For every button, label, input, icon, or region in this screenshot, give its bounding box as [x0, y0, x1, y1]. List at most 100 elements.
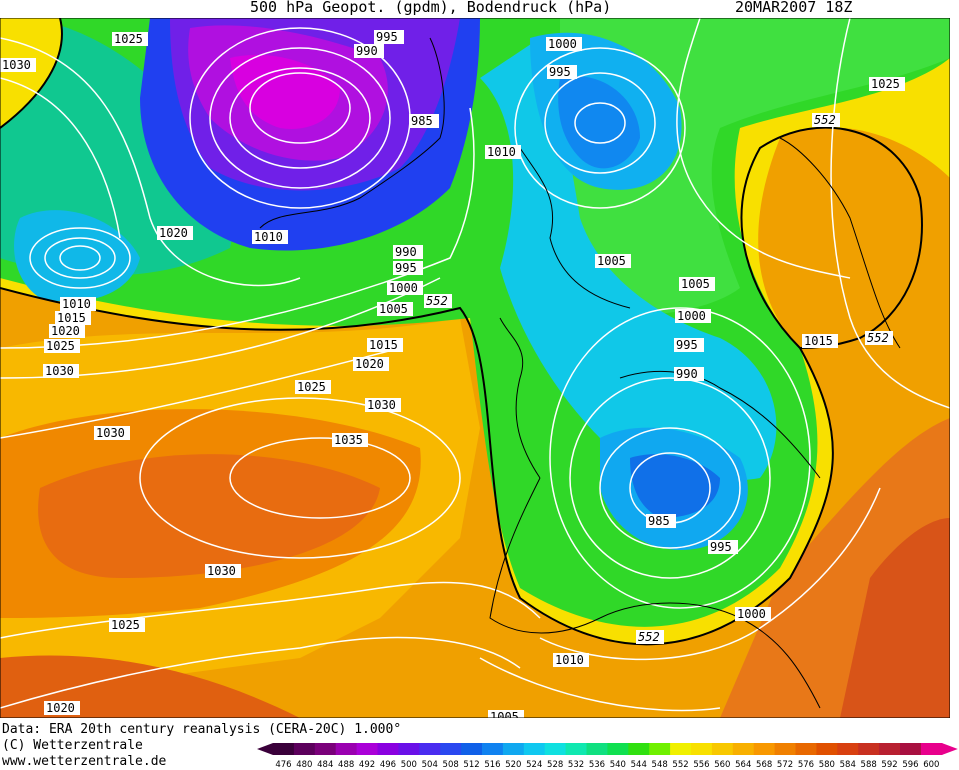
legend-swatch	[670, 743, 692, 755]
legend-tick-label: 568	[756, 760, 772, 770]
legend-swatch	[795, 743, 817, 755]
isobar-label: 1020	[157, 226, 193, 240]
isobar-label: 1005	[488, 710, 524, 718]
svg-text:990: 990	[676, 367, 698, 381]
legend-tick-label: 552	[672, 760, 688, 770]
isobar-label: 1035	[332, 433, 368, 447]
svg-text:1005: 1005	[379, 302, 408, 316]
legend-tick-label: 528	[547, 760, 563, 770]
svg-text:1005: 1005	[490, 710, 519, 718]
isobar-label: 990	[354, 44, 384, 58]
contour-552	[0, 18, 923, 646]
legend-tick-label: 476	[275, 760, 291, 770]
legend-tick-label: 496	[380, 760, 396, 770]
legend-tick-label: 564	[735, 760, 751, 770]
svg-text:1010: 1010	[62, 297, 91, 311]
svg-text:995: 995	[395, 261, 417, 275]
svg-text:1035: 1035	[334, 433, 363, 447]
isobar-label: 1030	[205, 564, 241, 578]
isobar-label: 990	[393, 245, 423, 259]
svg-text:1015: 1015	[369, 338, 398, 352]
svg-text:990: 990	[356, 44, 378, 58]
svg-text:1020: 1020	[355, 357, 384, 371]
isobar-label: 985	[646, 514, 676, 528]
isobars	[0, 18, 950, 712]
legend-swatch	[628, 743, 650, 755]
isobar-label: 1010	[485, 145, 521, 159]
legend-tick-label: 536	[589, 760, 605, 770]
isobar-label: 1000	[675, 309, 711, 323]
footer: Data: ERA 20th century reanalysis (CERA-…	[0, 720, 959, 770]
legend-swatch	[440, 743, 462, 755]
isobar-label: 1030	[0, 58, 36, 72]
legend-swatch	[691, 743, 713, 755]
svg-text:1020: 1020	[159, 226, 188, 240]
isobar-label: 1015	[55, 311, 91, 325]
legend-tick-label: 508	[443, 760, 459, 770]
legend-swatch	[649, 743, 671, 755]
legend-swatch	[900, 743, 922, 755]
legend-swatch	[879, 743, 901, 755]
isobar-label: 1005	[679, 277, 715, 291]
isobar-label: 1030	[94, 426, 130, 440]
legend-swatch	[774, 743, 796, 755]
legend-swatch	[273, 743, 295, 755]
legend-tick-label: 480	[296, 760, 312, 770]
legend-tick-label: 544	[631, 760, 647, 770]
isobar-label: 1005	[595, 254, 631, 268]
svg-text:1025: 1025	[111, 618, 140, 632]
isobar-label: 990	[674, 367, 704, 381]
isobar-label: 995	[393, 261, 423, 275]
svg-text:1025: 1025	[297, 380, 326, 394]
svg-text:985: 985	[411, 114, 433, 128]
isobar-label: 1025	[295, 380, 331, 394]
legend-tick-label: 592	[881, 760, 897, 770]
legend-tick-label: 520	[505, 760, 521, 770]
svg-text:1010: 1010	[487, 145, 516, 159]
legend-tick-label: 488	[338, 760, 354, 770]
svg-text:1000: 1000	[389, 281, 418, 295]
chart-header: 500 hPa Geopot. (gpdm), Bodendruck (hPa)…	[0, 0, 959, 18]
isobar-label: 1020	[44, 701, 80, 715]
isobar-label: 1020	[353, 357, 389, 371]
legend-tick-label: 512	[463, 760, 479, 770]
legend-swatch	[920, 743, 943, 755]
isobar-label: 1010	[252, 230, 288, 244]
svg-text:1030: 1030	[96, 426, 125, 440]
website-link[interactable]: www.wetterzentrale.de	[2, 754, 167, 769]
isobar-label: 1015	[802, 334, 838, 348]
legend-arrow-right	[941, 743, 958, 755]
legend-tick-label: 540	[610, 760, 626, 770]
svg-text:1030: 1030	[207, 564, 236, 578]
legend-tick-label: 492	[359, 760, 375, 770]
legend-swatch	[523, 743, 546, 755]
svg-text:995: 995	[710, 540, 732, 554]
svg-text:1005: 1005	[681, 277, 710, 291]
svg-text:995: 995	[376, 30, 398, 44]
legend-swatch	[398, 743, 420, 755]
svg-text:995: 995	[676, 338, 698, 352]
legend-swatch	[335, 743, 358, 755]
svg-text:1020: 1020	[51, 324, 80, 338]
legend-swatch	[753, 743, 776, 755]
legend-tick-label: 500	[401, 760, 417, 770]
legend-tick-label: 548	[652, 760, 668, 770]
isobar-label: 1010	[60, 297, 96, 311]
copyright-text: (C) Wetterzentrale	[2, 738, 143, 753]
svg-text:1000: 1000	[737, 607, 766, 621]
geopotential-labels: 552 552 552 552	[424, 113, 893, 644]
svg-text:552: 552	[638, 630, 660, 644]
isobar-label: 995	[374, 30, 404, 44]
legend-swatch	[356, 743, 378, 755]
svg-text:1005: 1005	[597, 254, 626, 268]
svg-text:1025: 1025	[114, 32, 143, 46]
isobar-label: 1025	[109, 618, 145, 632]
isobar-label: 1000	[546, 37, 582, 51]
svg-text:552: 552	[814, 113, 836, 127]
legend-swatch	[837, 743, 859, 755]
pressure-labels: 1025 1030 995 990 1000 995 985 1010 1025…	[0, 30, 905, 718]
legend-tick-label: 556	[693, 760, 709, 770]
data-source-text: Data: ERA 20th century reanalysis (CERA-…	[2, 722, 402, 737]
legend-swatch	[377, 743, 399, 755]
legend-swatch	[816, 743, 838, 755]
